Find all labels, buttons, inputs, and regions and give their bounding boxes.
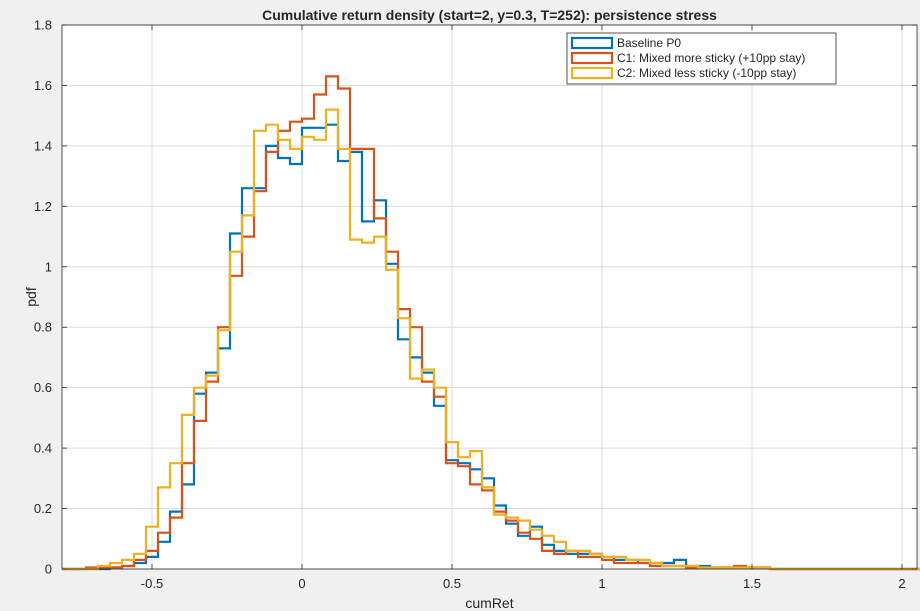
grid-layer: [62, 24, 917, 570]
y-tick-label: 0.8: [34, 320, 52, 335]
y-tick-label: 1.6: [34, 78, 52, 93]
y-tick-label: 1.8: [34, 18, 52, 33]
x-tick-label: 2: [898, 576, 905, 591]
plot-frame: [61, 24, 918, 570]
x-tick-label: 1.5: [743, 576, 761, 591]
legend-swatch-0: [570, 36, 614, 50]
y-tick-label: 1.4: [34, 138, 52, 153]
series-layer: [62, 75, 920, 571]
y-tick-label: 0.6: [34, 380, 52, 395]
y-tick-label: 1: [45, 259, 52, 274]
legend-label-2: C2: Mixed less sticky (-10pp stay): [617, 66, 796, 80]
series-line-2: [62, 108, 920, 571]
y-tick-label: 0: [45, 562, 52, 577]
legend-label-0: Baseline P0: [617, 36, 681, 50]
chart-title: Cumulative return density (start=2, y=0.…: [262, 7, 717, 23]
x-axis-label: cumRet: [465, 595, 513, 611]
x-tick-label: 0.5: [443, 576, 461, 591]
x-tick-label: -0.5: [141, 576, 163, 591]
x-tick-label: 0: [298, 576, 305, 591]
y-tick-label: 0.2: [34, 501, 52, 516]
legend-swatch-1: [570, 51, 614, 65]
y-tick-label: 1.2: [34, 199, 52, 214]
y-axis-label: pdf: [23, 287, 39, 307]
x-tick-label: 1: [598, 576, 605, 591]
tick-layer: -0.5 0 0.5 1 1.5 2 0 0.2 0.4 0.6 0.8 1 1.2 1.4 1.6 1.8: [34, 18, 917, 591]
legend-swatch-2: [570, 66, 614, 80]
y-tick-label: 0.4: [34, 441, 52, 456]
legend-label-1: C1: Mixed more sticky (+10pp stay): [617, 51, 805, 65]
